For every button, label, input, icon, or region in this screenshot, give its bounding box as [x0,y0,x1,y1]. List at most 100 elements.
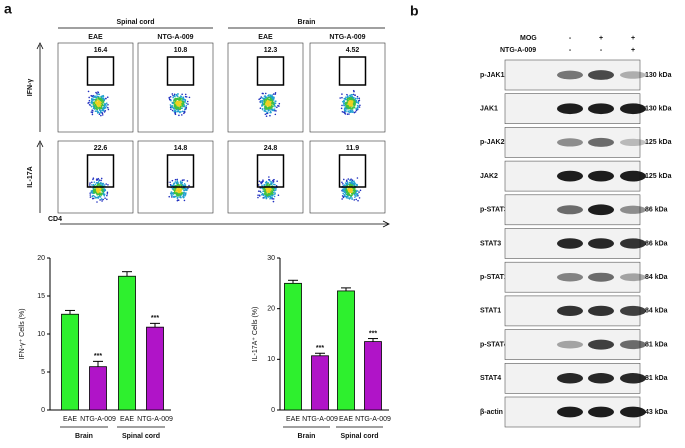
dot [346,182,349,185]
dot [351,105,353,107]
dot [106,193,109,195]
dot [272,181,275,183]
dot [356,107,359,109]
dot [356,195,358,197]
dot [179,191,182,194]
band [557,238,583,249]
dot [171,184,174,187]
dot [169,181,171,184]
dot [346,98,349,100]
dot [341,100,344,103]
y-tick-label: 30 [267,255,275,262]
dot [342,184,345,187]
x-tick-label: EAE [63,416,77,423]
blot-frame [504,329,641,360]
dot [95,91,97,94]
dot [341,104,343,107]
dot [352,180,354,183]
dot [177,187,180,190]
dot [91,184,93,186]
dot [352,89,355,92]
condition-label: MOG [520,35,537,42]
dot [358,197,361,199]
group-label: Brain [75,433,93,440]
dot [264,106,267,109]
dot [265,197,268,200]
dot [100,181,102,184]
dot [181,110,184,113]
dot [353,101,355,104]
dot-cloud [341,177,362,202]
band [620,71,646,79]
dot [184,188,187,190]
dot [343,97,346,100]
dot [275,187,277,189]
dot [351,194,353,197]
dot [91,195,94,198]
x-axis-label: CD4 [48,216,62,223]
dot [173,95,175,98]
blot-label: JAK2 [480,173,498,180]
dot [274,102,277,104]
y-tick-label: 5 [41,369,45,376]
dot [183,183,186,185]
dot [271,97,274,100]
gate-value: 16.4 [94,47,108,54]
dot [347,178,350,180]
dot [351,198,353,200]
blot-label: JAK1 [480,106,498,113]
dot [95,102,98,104]
dot [350,95,352,98]
bar [89,366,107,411]
dot [348,106,351,109]
y-tick-label: 15 [37,293,45,300]
dot [178,114,180,117]
dot [100,101,102,104]
band [620,103,646,115]
dot [92,192,94,195]
dot [346,195,349,197]
dot [271,94,273,96]
dot [269,196,272,198]
dot [344,195,347,197]
dot [351,179,354,181]
dot [348,189,351,192]
dot [99,107,102,110]
dot [268,176,270,178]
dot [173,184,175,186]
dot [261,104,263,106]
dot [349,104,351,106]
dot [261,107,264,110]
dot [185,192,187,194]
dot [343,103,345,106]
dot [90,111,93,113]
dot [343,111,346,113]
dot [262,92,264,95]
dot [270,100,272,103]
dot [351,181,353,183]
dot [183,189,186,192]
dot [100,188,102,190]
dot [268,98,270,101]
dot [106,96,109,98]
dot [184,99,187,102]
dot [339,97,341,99]
gate [86,56,115,86]
blot-label: STAT4 [480,375,501,382]
dot [349,111,352,113]
band [620,340,646,350]
dot [182,96,185,99]
row-label: IL-17A [27,166,34,187]
dot [354,190,356,192]
dot [107,184,109,186]
dot [258,98,260,101]
dot [259,190,261,193]
dot [88,96,90,99]
dot [342,102,345,104]
dot [357,101,360,103]
dot [103,111,106,113]
dot [356,97,359,100]
dot [175,193,178,196]
dot [354,111,357,113]
